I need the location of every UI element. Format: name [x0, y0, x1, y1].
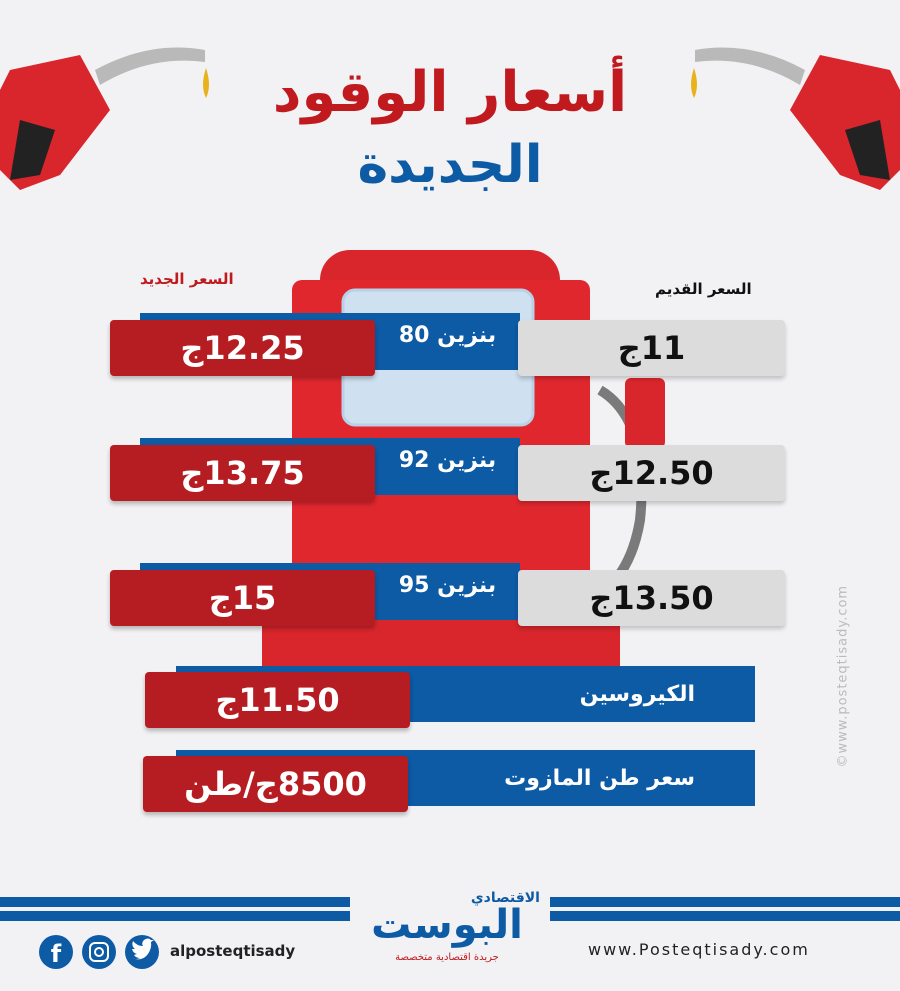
subtitle: الجديدة [357, 135, 543, 195]
svg-text:f: f [51, 940, 62, 968]
old-price: 12.50ج [518, 445, 785, 501]
new-price: 13.75ج [110, 445, 375, 501]
instagram-icon[interactable] [82, 935, 116, 969]
fuel-name-text: بنزين 80 [398, 323, 497, 348]
old-price: 11ج [518, 320, 785, 376]
logo-top: الاقتصادي [470, 890, 540, 906]
facebook-icon[interactable] [39, 935, 73, 969]
fuel-name-text: بنزين 95 [398, 573, 497, 598]
new-price: 12.25ج [110, 320, 375, 376]
new-price: 8500ج/طن [143, 756, 408, 812]
website[interactable]: www.Posteqtisady.com [588, 940, 810, 959]
social-handle[interactable]: alposteqtisady [170, 942, 296, 960]
nozzle-right [691, 47, 900, 190]
nozzle-left [0, 47, 209, 190]
logo-bg [350, 885, 550, 965]
new-price: 11.50ج [145, 672, 410, 728]
logo: البوست [371, 902, 523, 948]
old-price-header: السعر القديم [655, 280, 752, 298]
watermark: ©www.posteqtisady.com [835, 584, 851, 768]
old-price: 13.50ج [518, 570, 785, 626]
new-price-header: السعر الجديد [140, 270, 234, 288]
logo-tagline: جريدة اقتصادية متخصصة [395, 952, 499, 963]
title: أسعار الوقود [272, 60, 628, 125]
fuel-name-text: بنزين 92 [398, 448, 497, 473]
new-price: 15ج [110, 570, 375, 626]
